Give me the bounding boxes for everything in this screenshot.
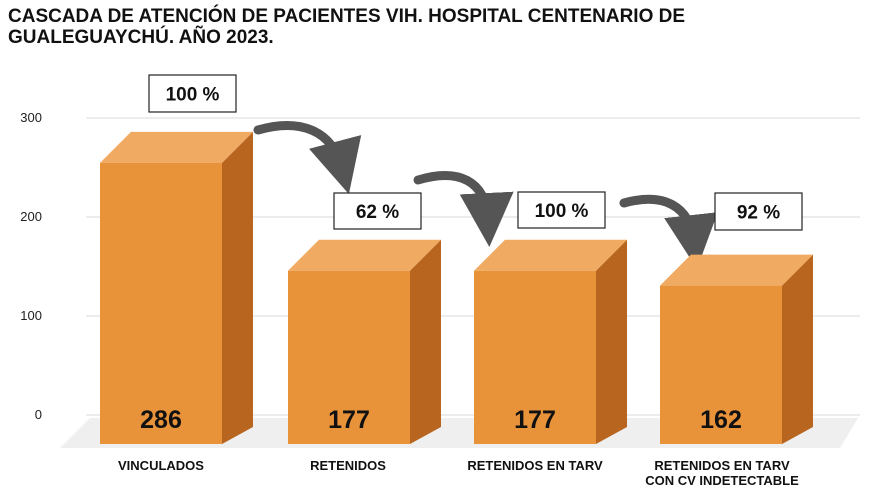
- bar-front: [474, 270, 596, 444]
- bar-value-label: 162: [700, 406, 742, 434]
- percent-box-frame: [148, 74, 237, 113]
- bar-front: [660, 285, 782, 444]
- x-category-label: CON CV INDETECTABLE: [645, 473, 799, 488]
- x-category-label: VINCULADOS: [118, 458, 204, 473]
- chart-floor: [60, 418, 858, 448]
- bar-side: [410, 239, 441, 444]
- bar-side: [596, 239, 627, 444]
- curved-arrow: [413, 171, 514, 247]
- bar-value-label: 177: [328, 406, 370, 434]
- bar-front: [100, 162, 222, 445]
- percent-box: 100 %: [517, 191, 606, 229]
- bar-value-label: 286: [140, 406, 182, 434]
- percent-box: 100 %: [148, 74, 237, 113]
- percent-box-frame: [517, 191, 606, 229]
- curved-arrow: [619, 194, 718, 269]
- x-category-label: RETENIDOS: [310, 458, 386, 473]
- percent-label: 100 %: [535, 201, 589, 222]
- chart-title: CASCADA DE ATENCIÓN DE PACIENTES VIH. HO…: [8, 6, 686, 48]
- y-tick-label: 100: [20, 308, 42, 323]
- percent-label: 62 %: [356, 202, 399, 223]
- bar-1: [100, 131, 253, 445]
- percent-label: 100 %: [166, 85, 220, 106]
- bar-4: [660, 254, 813, 444]
- bar-top: [660, 254, 813, 286]
- bar-front: [288, 270, 410, 444]
- y-tick-label: 200: [20, 209, 42, 224]
- percent-box: 62 %: [333, 192, 422, 230]
- percent-box-frame: [333, 192, 422, 230]
- bar-value-label: 177: [514, 406, 556, 434]
- bar-side: [782, 254, 813, 444]
- bar-2: [288, 239, 441, 444]
- bar-side: [222, 131, 253, 445]
- bar-3: [474, 239, 627, 444]
- curved-arrow: [253, 121, 362, 195]
- bar-top: [474, 239, 627, 271]
- percent-box: 92 %: [714, 192, 803, 231]
- x-category-label: RETENIDOS EN TARV: [654, 458, 790, 473]
- bar-top: [100, 131, 253, 163]
- y-tick-label: 300: [20, 110, 42, 125]
- x-category-label: RETENIDOS EN TARV: [467, 458, 603, 473]
- y-tick-label: 0: [35, 407, 42, 422]
- percent-box-frame: [714, 192, 803, 231]
- percent-label: 92 %: [737, 203, 780, 224]
- bar-top: [288, 239, 441, 271]
